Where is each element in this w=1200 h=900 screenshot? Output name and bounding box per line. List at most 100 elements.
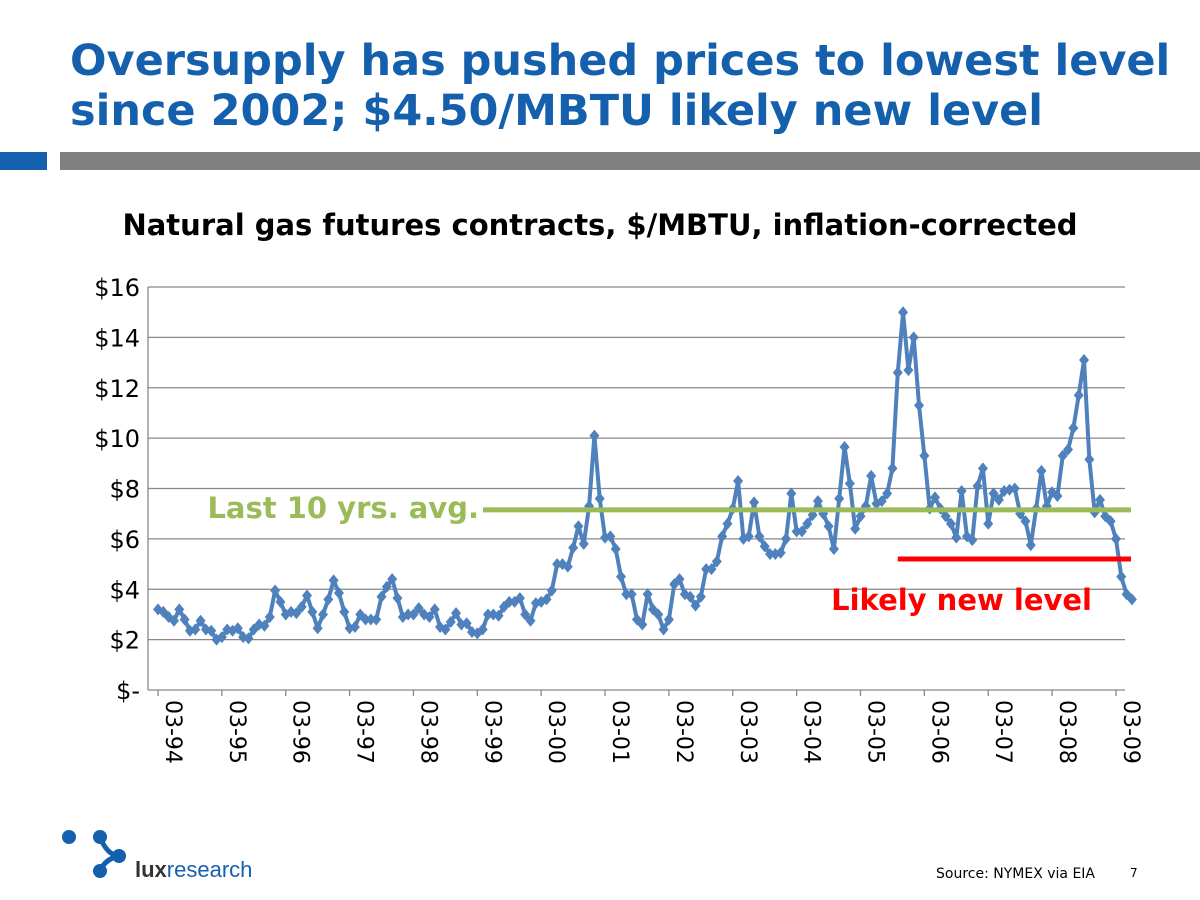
data-point	[573, 520, 584, 533]
data-point	[876, 495, 887, 508]
data-point	[302, 589, 313, 602]
data-point	[945, 517, 956, 530]
data-point	[919, 449, 930, 462]
data-point	[243, 632, 254, 645]
data-point	[749, 496, 760, 509]
x-tick-label: 03-04	[799, 700, 824, 764]
data-point	[1009, 482, 1020, 495]
chart-title: Natural gas futures contracts, $/MBTU, i…	[122, 208, 1078, 242]
data-point	[371, 613, 382, 626]
data-point	[1057, 449, 1068, 462]
data-point	[690, 599, 701, 612]
data-point	[190, 623, 201, 636]
data-point	[786, 487, 797, 500]
y-tick-label: $12	[94, 375, 140, 403]
data-point	[887, 462, 898, 475]
data-point	[701, 563, 712, 576]
data-point	[695, 590, 706, 603]
data-point	[956, 485, 967, 498]
data-point	[1116, 570, 1127, 583]
data-point	[754, 530, 765, 543]
data-point	[520, 608, 531, 621]
data-point	[626, 588, 637, 601]
data-point	[1105, 515, 1116, 528]
logo-research: research	[166, 857, 253, 882]
y-tick-label: $16	[94, 274, 140, 302]
data-point	[1036, 464, 1047, 477]
logo-lux: lux	[135, 857, 167, 882]
data-point	[440, 623, 451, 636]
x-tick-label: 03-03	[735, 700, 760, 764]
data-point	[882, 487, 893, 500]
page-number: 7	[1130, 866, 1138, 880]
data-point	[477, 623, 488, 636]
data-point	[264, 610, 275, 623]
y-tick-label: $2	[109, 627, 140, 655]
data-point	[514, 592, 525, 605]
x-tick-label: 03-99	[479, 700, 504, 764]
data-point	[812, 495, 823, 508]
data-point	[328, 574, 339, 587]
data-point	[381, 580, 392, 593]
data-point	[349, 621, 360, 634]
data-point	[206, 624, 217, 637]
data-point	[903, 364, 914, 377]
data-point	[360, 613, 371, 626]
data-point	[765, 547, 776, 560]
data-point	[291, 607, 302, 620]
data-point	[834, 492, 845, 505]
data-point	[259, 619, 270, 632]
data-point	[408, 608, 419, 621]
data-point	[828, 542, 839, 555]
data-point	[855, 510, 866, 523]
data-point	[892, 366, 903, 379]
data-point	[972, 479, 983, 492]
data-point	[275, 595, 286, 608]
data-point	[743, 530, 754, 543]
data-point	[525, 614, 536, 627]
x-tick-label: 03-05	[863, 700, 888, 764]
data-point	[296, 600, 307, 613]
y-tick-label: $4	[109, 576, 140, 604]
data-point	[674, 573, 685, 586]
y-tick-label: $6	[109, 526, 140, 554]
data-point	[908, 331, 919, 344]
data-point	[663, 613, 674, 626]
accent-bar-blue	[0, 152, 47, 170]
data-point	[983, 517, 994, 530]
accent-bar-grey	[60, 152, 1200, 170]
data-point	[562, 560, 573, 573]
data-point	[796, 525, 807, 538]
data-point	[1052, 490, 1063, 503]
data-point	[323, 593, 334, 606]
data-point	[977, 462, 988, 475]
data-point	[216, 631, 227, 644]
x-tick-label: 03-01	[607, 700, 632, 764]
data-point	[802, 517, 813, 530]
data-point	[621, 588, 632, 601]
data-point	[658, 623, 669, 636]
y-tick-label: $10	[94, 425, 140, 453]
data-point	[195, 614, 206, 627]
data-point	[174, 603, 185, 616]
data-point	[568, 541, 579, 554]
data-point	[733, 474, 744, 487]
data-point	[365, 613, 376, 626]
data-point	[339, 605, 350, 618]
data-point	[270, 584, 281, 597]
data-point	[376, 590, 387, 603]
data-point	[168, 614, 179, 627]
data-point	[445, 615, 456, 628]
data-point	[312, 622, 323, 635]
annotation-label: Likely new level	[831, 583, 1092, 617]
lux-logo-icon	[62, 830, 126, 878]
data-point	[967, 534, 978, 547]
data-point	[1063, 443, 1074, 456]
logo-text: luxresearch	[135, 857, 252, 883]
data-point	[1025, 539, 1036, 552]
x-tick-label: 03-09	[1118, 700, 1143, 764]
data-point	[403, 608, 414, 621]
data-point	[717, 530, 728, 543]
data-point	[610, 542, 621, 555]
